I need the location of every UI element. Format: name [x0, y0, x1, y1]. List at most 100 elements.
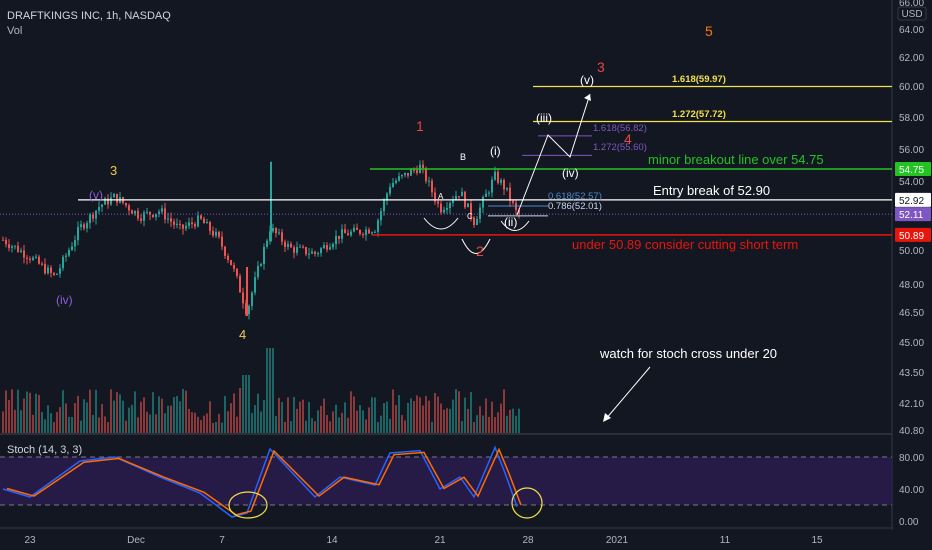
volume-bar	[398, 395, 400, 433]
fib-label-2: 1.272(57.72)	[672, 109, 726, 120]
wave-label-v-purple: (v)	[89, 188, 103, 202]
candle-body	[20, 250, 22, 252]
price-tick-label: 66.00	[899, 0, 924, 9]
candle-body	[149, 211, 151, 215]
candle-body	[125, 202, 127, 206]
price-tick-label: 46.50	[899, 308, 924, 319]
candle-body	[161, 208, 163, 212]
candle-body	[404, 172, 406, 175]
wave-label-3-red: 3	[597, 59, 605, 75]
price-axis[interactable]: 66.0064.0062.0060.0058.0056.0054.0052.00…	[899, 0, 924, 437]
candle-body	[212, 230, 214, 236]
candle-body	[182, 224, 184, 229]
candle-body	[512, 200, 514, 203]
time-tick-label: Dec	[127, 535, 145, 546]
candle-body	[488, 192, 490, 194]
time-tick-label: 7	[219, 535, 225, 546]
candle-body	[422, 164, 424, 169]
volume-bar	[302, 399, 304, 433]
stoch-tick-label: 40.00	[899, 485, 924, 496]
volume-bar	[260, 411, 262, 433]
candle-body	[41, 263, 43, 265]
fib-label-1: 1.618(59.97)	[672, 74, 726, 85]
wave-ii-arc	[500, 220, 530, 231]
volume-bar	[176, 396, 178, 433]
volume-bar	[305, 420, 307, 433]
candle-body	[74, 240, 76, 247]
candle-body	[428, 180, 430, 182]
candle-body	[434, 192, 436, 202]
candle-body	[116, 193, 118, 203]
volume-bar	[449, 408, 451, 433]
candle-body	[371, 232, 373, 234]
volume-bar	[431, 421, 433, 433]
candle-body	[407, 172, 409, 176]
candle-body	[500, 180, 502, 183]
candle-body	[326, 245, 328, 250]
wave-2-arc	[461, 238, 491, 254]
minor-breakout-label: minor breakout line over 54.75	[648, 152, 824, 167]
candle-body	[374, 231, 376, 233]
stoch-axis[interactable]: 80.00 40.00 0.00	[899, 453, 924, 528]
volume-bar	[104, 416, 106, 433]
wave-label-i: (i)	[490, 144, 501, 158]
candle-body	[506, 187, 508, 190]
candle-body	[197, 215, 199, 227]
candle-body	[77, 227, 79, 241]
volume-bar	[353, 396, 355, 433]
volume-bar	[155, 414, 157, 433]
volume-bar	[257, 393, 259, 433]
wave-label-1: 1	[416, 118, 424, 134]
volume-bar	[191, 412, 193, 433]
time-tick-label: 15	[811, 535, 823, 546]
projection-path	[516, 93, 591, 216]
volume-bar	[380, 415, 382, 433]
price-tick-label: 58.00	[899, 113, 924, 124]
candle-body	[503, 180, 505, 190]
volume-bar	[224, 395, 226, 433]
candle-body	[170, 218, 172, 222]
candle-body	[185, 225, 187, 229]
volume-bar	[227, 411, 229, 433]
time-axis[interactable]: 23 Dec 7 14 21 28 2021 11 15	[24, 535, 823, 546]
volume-bar	[308, 401, 310, 433]
volume-bar	[458, 391, 460, 433]
candle-body	[293, 247, 295, 253]
volume-bar	[278, 397, 280, 433]
price-tick-label: 48.00	[899, 280, 924, 291]
candle-body	[26, 257, 28, 259]
volume-bar	[476, 415, 478, 433]
candle-body	[251, 292, 253, 306]
volume-bar	[173, 396, 175, 433]
candle-body	[368, 229, 370, 234]
volume-bar	[479, 406, 481, 433]
volume-bar	[8, 399, 10, 433]
wave-label-iv-purple: (iv)	[56, 293, 73, 307]
fib-label-3: 1.618(56.82)	[593, 123, 647, 134]
volume-bar	[95, 389, 97, 433]
wave-label-c: C	[467, 212, 473, 221]
volume-bar	[452, 399, 454, 433]
candle-body	[329, 247, 331, 250]
stoch-note: watch for stoch cross under 20	[599, 346, 777, 361]
candle-body	[92, 214, 94, 219]
volume-bars	[2, 348, 520, 433]
candle-body	[395, 180, 397, 183]
price-tick-label: 45.00	[899, 338, 924, 349]
volume-bar	[362, 410, 364, 433]
volume-bar	[242, 375, 244, 433]
volume-bar	[194, 412, 196, 433]
candle-body	[146, 211, 148, 213]
price-pane[interactable]	[0, 0, 892, 433]
currency-badge[interactable]	[897, 6, 927, 21]
volume-bar	[311, 418, 313, 433]
candle-body	[338, 235, 340, 239]
candle-body	[308, 253, 310, 255]
volume-bar	[374, 397, 376, 433]
volume-bar	[182, 388, 184, 433]
candle-body	[65, 255, 67, 257]
candle-body	[377, 220, 379, 232]
volume-bar	[239, 388, 241, 433]
volume-bar	[38, 394, 40, 433]
